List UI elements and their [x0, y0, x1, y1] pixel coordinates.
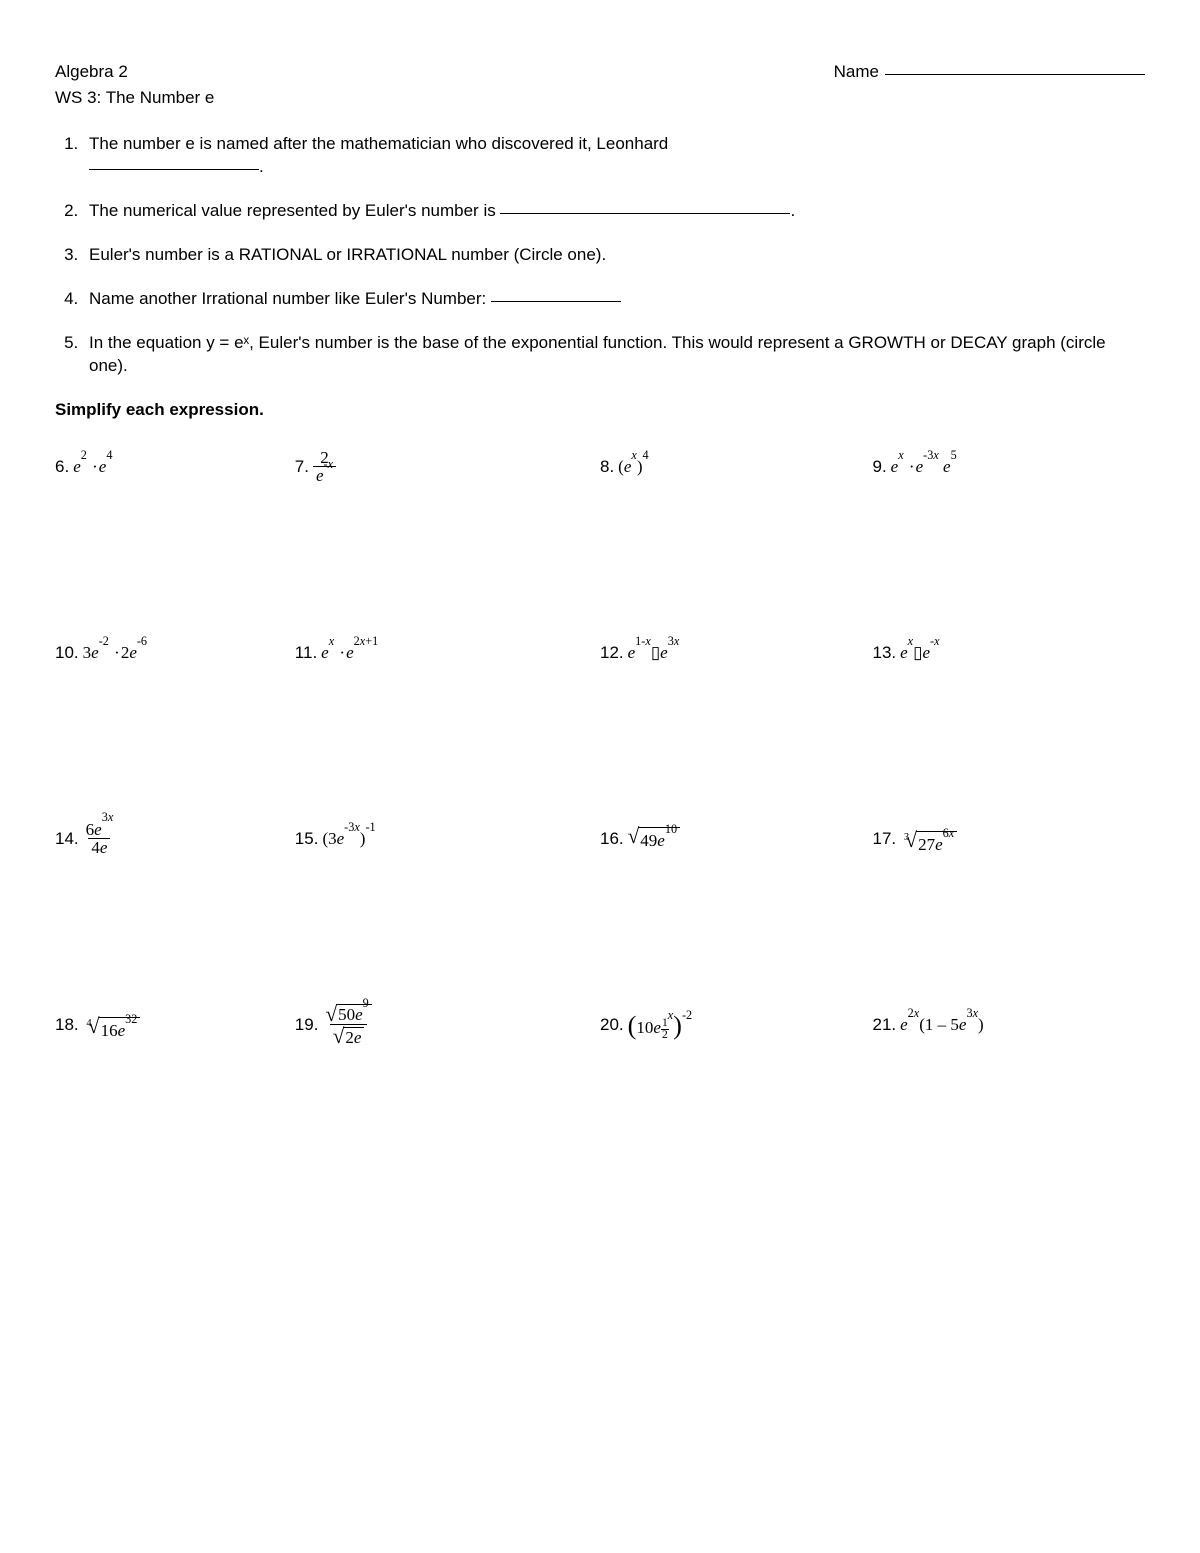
intro-q1: The number e is named after the mathemat… — [83, 132, 1145, 180]
problem-20: 20. (10e12x)-2 — [600, 1002, 873, 1048]
course-title: Algebra 2 — [55, 60, 128, 84]
blank-line[interactable] — [491, 301, 621, 302]
problem-13: 13. ex▯e-x — [872, 630, 1145, 676]
math-expr: e1-x▯e3x — [628, 641, 680, 665]
math-expr: √50e9 √2e — [322, 1003, 374, 1047]
intro-q5: In the equation y = eˣ, Euler's number i… — [83, 331, 1145, 379]
math-expr: 6e3x4e — [83, 821, 117, 858]
math-expr: ex ·e-3x e5 — [891, 455, 957, 479]
math-expr: 3e-2 ·2e-6 — [83, 641, 147, 665]
math-expr: 2e-x — [313, 449, 336, 486]
worksheet-subtitle: WS 3: The Number e — [55, 86, 1145, 110]
math-expr: (10e12x)-2 — [628, 1007, 693, 1044]
problem-9: 9. ex ·e-3x e5 — [872, 444, 1145, 490]
problem-18: 18. 4√16e32 — [55, 1002, 295, 1048]
blank-line[interactable] — [89, 169, 259, 170]
math-expr: 4√16e32 — [83, 1008, 141, 1042]
problem-16: 16. √49e10 — [600, 816, 873, 862]
problem-8: 8. (ex)4 — [600, 444, 873, 490]
problem-17: 17. 3√27e6x — [872, 816, 1145, 862]
math-expr: 3√27e6x — [900, 822, 957, 856]
worksheet-header: Algebra 2 Name — [55, 60, 1145, 84]
math-expr: e2 ·e4 — [73, 455, 112, 479]
math-expr: ex ·e2x+1 — [321, 641, 378, 665]
intro-q3: Euler's number is a RATIONAL or IRRATION… — [83, 243, 1145, 267]
math-expr: e2x(1 – 5e3x) — [900, 1013, 984, 1037]
math-expr: (ex)4 — [618, 455, 648, 479]
math-expr: (3e-3x)-1 — [322, 827, 375, 851]
problems-grid: 6. e2 ·e4 7. 2e-x 8. (ex)4 9. ex ·e-3x e… — [55, 444, 1145, 1048]
problem-15: 15. (3e-3x)-1 — [295, 816, 600, 862]
problem-21: 21. e2x(1 – 5e3x) — [872, 1002, 1145, 1048]
problem-10: 10. 3e-2 ·2e-6 — [55, 630, 295, 676]
problem-6: 6. e2 ·e4 — [55, 444, 295, 490]
intro-q2: The numerical value represented by Euler… — [83, 199, 1145, 223]
name-blank-line[interactable] — [885, 74, 1145, 75]
problem-14: 14. 6e3x4e — [55, 816, 295, 862]
name-field: Name — [834, 60, 1145, 84]
problem-12: 12. e1-x▯e3x — [600, 630, 873, 676]
math-expr: ex▯e-x — [900, 641, 939, 665]
problem-19: 19. √50e9 √2e — [295, 1002, 600, 1048]
intro-question-list: The number e is named after the mathemat… — [55, 132, 1145, 379]
math-expr: √49e10 — [628, 826, 680, 852]
problem-11: 11. ex ·e2x+1 — [295, 630, 600, 676]
blank-line[interactable] — [500, 213, 790, 214]
section-heading: Simplify each expression. — [55, 398, 1145, 422]
intro-q4: Name another Irrational number like Eule… — [83, 287, 1145, 311]
problem-7: 7. 2e-x — [295, 444, 600, 490]
